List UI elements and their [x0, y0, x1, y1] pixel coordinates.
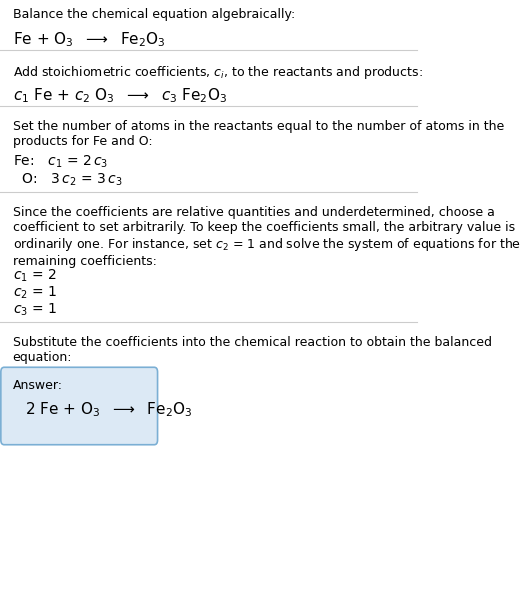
- Text: 2 Fe + O$_3$  $\longrightarrow$  Fe$_2$O$_3$: 2 Fe + O$_3$ $\longrightarrow$ Fe$_2$O$_…: [25, 400, 192, 419]
- Text: Balance the chemical equation algebraically:: Balance the chemical equation algebraica…: [13, 8, 295, 21]
- Text: $c_1$ = 2: $c_1$ = 2: [13, 268, 56, 284]
- Text: Since the coefficients are relative quantities and underdetermined, choose a
coe: Since the coefficients are relative quan…: [13, 206, 521, 268]
- FancyBboxPatch shape: [1, 368, 157, 445]
- Text: Add stoichiometric coefficients, $c_i$, to the reactants and products:: Add stoichiometric coefficients, $c_i$, …: [13, 64, 422, 81]
- Text: $c_2$ = 1: $c_2$ = 1: [13, 285, 57, 301]
- Text: O:   $3\,c_2$ = $3\,c_3$: O: $3\,c_2$ = $3\,c_3$: [13, 172, 122, 188]
- Text: Set the number of atoms in the reactants equal to the number of atoms in the
pro: Set the number of atoms in the reactants…: [13, 120, 504, 148]
- Text: Answer:: Answer:: [13, 379, 62, 392]
- Text: Fe:   $c_1$ = $2\,c_3$: Fe: $c_1$ = $2\,c_3$: [13, 154, 108, 171]
- Text: Substitute the coefficients into the chemical reaction to obtain the balanced
eq: Substitute the coefficients into the che…: [13, 336, 492, 364]
- Text: Fe + O$_3$  $\longrightarrow$  Fe$_2$O$_3$: Fe + O$_3$ $\longrightarrow$ Fe$_2$O$_3$: [13, 30, 165, 49]
- Text: $c_3$ = 1: $c_3$ = 1: [13, 302, 57, 319]
- Text: $c_1$ Fe + $c_2$ O$_3$  $\longrightarrow$  $c_3$ Fe$_2$O$_3$: $c_1$ Fe + $c_2$ O$_3$ $\longrightarrow$…: [13, 86, 227, 104]
